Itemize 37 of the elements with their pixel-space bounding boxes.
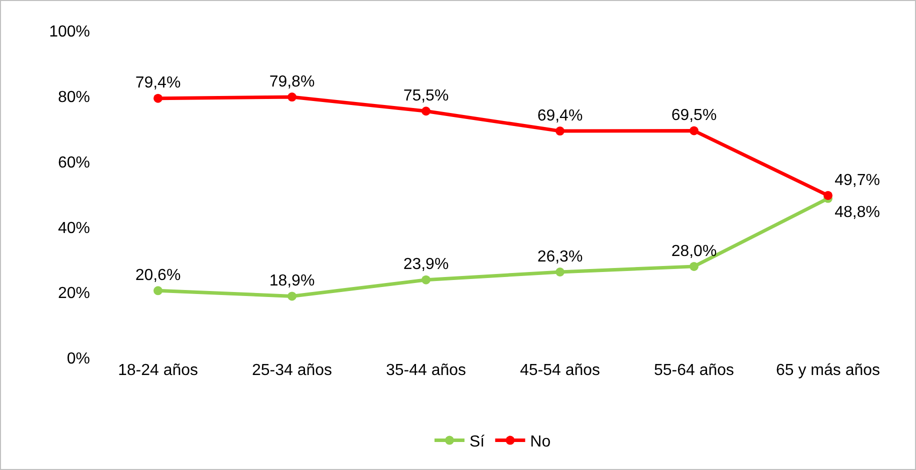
y-tick-label: 0% — [66, 350, 90, 368]
point — [556, 268, 564, 276]
data-label: 79,8% — [269, 73, 315, 90]
data-label: 75,5% — [403, 87, 449, 104]
y-tick-label: 40% — [58, 220, 90, 237]
x-tick-label: 35-44 años — [386, 362, 466, 379]
data-label: 79,4% — [135, 74, 181, 92]
point — [154, 94, 162, 103]
point — [690, 126, 698, 136]
data-label: 26,3% — [537, 248, 583, 266]
point — [690, 262, 698, 271]
y-tick-label: 100% — [49, 24, 90, 41]
legend-label: Sí — [470, 434, 486, 451]
data-label: 69,5% — [671, 107, 717, 124]
point — [288, 92, 296, 102]
x-tick-label: 45-54 años — [520, 362, 600, 379]
legend-label: No — [530, 434, 551, 451]
y-tick-label: 60% — [58, 154, 90, 172]
data-label: 49,7% — [834, 172, 880, 189]
data-label: 23,9% — [403, 256, 449, 274]
data-label: 48,8% — [834, 204, 880, 222]
point — [422, 275, 430, 284]
data-label: 20,6% — [135, 267, 181, 284]
y-tick-label: 80% — [58, 89, 90, 106]
data-label: 18,9% — [269, 272, 315, 290]
y-tick-label: 20% — [58, 285, 90, 302]
point — [288, 292, 296, 301]
x-tick-label: 55-64 años — [654, 362, 734, 379]
point — [824, 190, 832, 200]
x-tick-label: 18-24 años — [118, 362, 198, 379]
point — [556, 126, 564, 136]
point — [422, 106, 430, 116]
x-tick-label: 25-34 años — [252, 362, 332, 379]
x-tick-label: 65 y más años — [776, 362, 880, 379]
data-label: 28,0% — [671, 242, 717, 260]
point — [154, 286, 162, 296]
data-label: 69,4% — [537, 107, 583, 124]
